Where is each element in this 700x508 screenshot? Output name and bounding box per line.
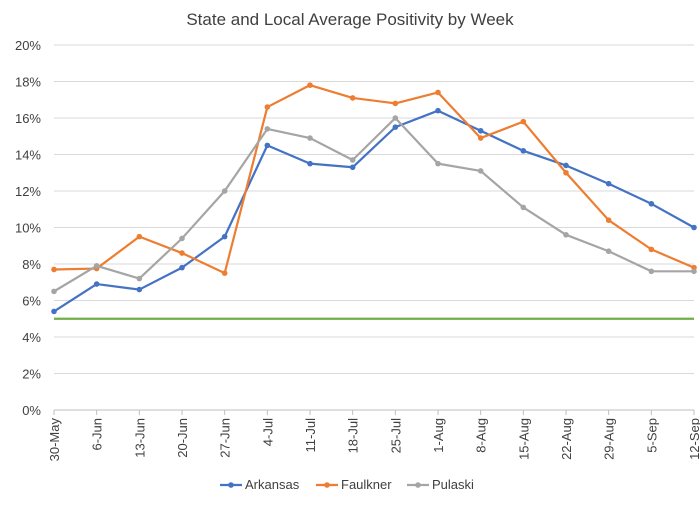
data-point xyxy=(392,124,399,130)
data-point xyxy=(51,288,57,295)
data-point xyxy=(307,135,313,141)
x-tick-label: 27-Jun xyxy=(218,418,233,458)
series-pulaski xyxy=(51,115,697,295)
data-point xyxy=(648,246,655,253)
data-point xyxy=(221,270,228,276)
data-point xyxy=(349,157,356,163)
series-line-pulaski xyxy=(53,116,694,293)
data-point xyxy=(51,308,57,315)
data-point xyxy=(648,200,655,207)
x-tick-label: 6-Jun xyxy=(90,418,105,451)
data-point xyxy=(435,160,441,167)
x-tick-label: 11-Jul xyxy=(303,418,318,453)
y-tick-label: 4% xyxy=(22,330,41,345)
x-tick-label: 12-Sep xyxy=(687,418,700,460)
series-group xyxy=(51,82,697,315)
legend-label: Faulkner xyxy=(341,477,392,492)
data-point xyxy=(392,100,399,107)
data-point xyxy=(520,148,527,154)
legend-label: Arkansas xyxy=(245,477,300,492)
data-point xyxy=(349,164,356,171)
legend-swatch-marker xyxy=(228,482,234,488)
data-point xyxy=(136,233,143,240)
data-point xyxy=(563,169,569,176)
data-point xyxy=(520,204,527,211)
gridlines xyxy=(54,44,694,411)
series-line-faulkner xyxy=(53,84,695,275)
legend: Arkansas Faulkner Pulaski xyxy=(220,477,474,492)
data-point xyxy=(221,188,228,194)
legend-swatch-marker xyxy=(324,482,330,488)
y-tick-label: 14% xyxy=(15,148,41,163)
data-point xyxy=(605,180,612,187)
x-axis-tick-labels: 30-May 6-Jun 13-Jun 20-Jun 27-Jun 4-Jul 11-Jul… xyxy=(47,410,700,461)
y-tick-label: 18% xyxy=(15,75,41,90)
series-arkansas xyxy=(51,107,697,315)
data-point xyxy=(477,127,484,134)
x-tick-label: 22-Aug xyxy=(559,418,574,460)
data-point xyxy=(307,82,313,88)
data-point xyxy=(563,232,569,238)
data-point xyxy=(605,217,612,223)
data-point xyxy=(691,268,697,275)
y-tick-label: 2% xyxy=(22,367,41,382)
x-tick-label: 25-Jul xyxy=(388,418,403,454)
data-point xyxy=(691,224,697,231)
data-point xyxy=(435,107,441,114)
data-point xyxy=(179,235,185,242)
legend-item-pulaski: Pulaski xyxy=(407,477,474,492)
series-faulkner xyxy=(51,82,697,276)
y-tick-label: 10% xyxy=(15,221,41,236)
data-point xyxy=(93,263,100,269)
legend-item-faulkner: Faulkner xyxy=(316,477,392,492)
data-point xyxy=(136,286,143,293)
data-point xyxy=(179,264,185,271)
data-point xyxy=(349,95,356,101)
y-tick-label: 16% xyxy=(15,111,41,126)
data-point xyxy=(93,281,100,287)
data-point xyxy=(392,115,399,121)
y-tick-label: 8% xyxy=(22,257,41,272)
data-point xyxy=(179,250,185,256)
data-point xyxy=(136,275,143,282)
data-point xyxy=(477,168,484,174)
data-point xyxy=(264,104,271,110)
legend-swatch-marker xyxy=(415,482,421,488)
x-tick-label: 8-Aug xyxy=(474,418,489,453)
legend-item-arkansas: Arkansas xyxy=(220,477,300,492)
y-tick-label: 12% xyxy=(15,184,41,199)
x-tick-label: 5-Sep xyxy=(644,418,659,453)
legend-label: Pulaski xyxy=(432,477,474,492)
chart-title: State and Local Average Positivity by We… xyxy=(186,10,514,29)
series-line-arkansas xyxy=(53,109,695,313)
data-point xyxy=(520,118,527,125)
y-tick-label: 20% xyxy=(15,38,41,53)
data-point xyxy=(264,126,271,132)
data-point xyxy=(51,266,57,273)
x-tick-label: 13-Jun xyxy=(132,418,147,458)
data-point xyxy=(648,268,655,275)
x-tick-label: 1-Aug xyxy=(431,418,446,453)
x-tick-label: 30-May xyxy=(47,418,62,462)
data-point xyxy=(435,89,441,96)
data-point xyxy=(307,160,313,167)
x-tick-label: 18-Jul xyxy=(346,418,361,454)
data-point xyxy=(477,135,484,141)
y-axis-tick-labels: 0% 2% 4% 6% 8% 10% 12% 14% 16% 18% 20% xyxy=(15,38,41,418)
x-tick-label: 20-Jun xyxy=(175,418,190,458)
x-tick-label: 29-Aug xyxy=(602,418,617,460)
x-tick-label: 4-Jul xyxy=(260,418,275,446)
data-point xyxy=(264,142,271,149)
y-tick-label: 6% xyxy=(22,294,41,309)
y-tick-label: 0% xyxy=(22,403,41,418)
x-tick-label: 15-Aug xyxy=(516,418,531,460)
data-point xyxy=(563,162,569,169)
data-point xyxy=(221,233,228,240)
data-point xyxy=(605,248,612,255)
